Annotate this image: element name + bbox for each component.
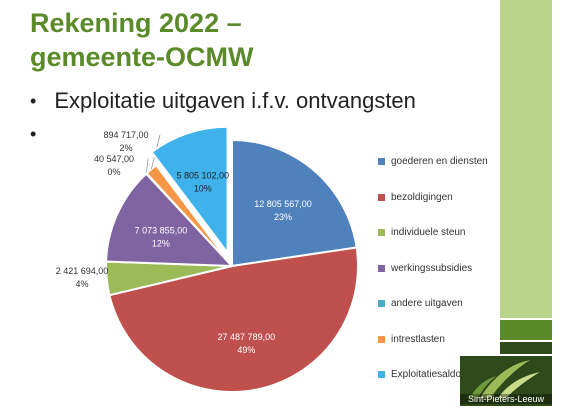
legend-label: bezoldigingen <box>391 191 453 203</box>
legend-label: individuele steun <box>391 227 466 239</box>
slice-percent-label: 23% <box>274 212 292 222</box>
sidebar-bar-mid <box>500 320 552 340</box>
pie-slice-goederen-en-diensten <box>231 138 358 268</box>
bullet-text: Exploitatie uitgaven i.f.v. ontvangsten <box>54 88 416 113</box>
slice-value-label: 2 421 694,00 <box>56 266 109 276</box>
slice-value-label: 12 805 567,00 <box>254 199 312 209</box>
legend-item: intrestlasten <box>378 322 498 358</box>
slice-percent-label: 0% <box>107 167 120 177</box>
slice-percent-label: 10% <box>194 184 212 194</box>
bullet-marker: • <box>30 124 37 144</box>
pie-slice-exploitatiesaldo <box>150 125 229 256</box>
legend-label: werkingssubsidies <box>391 262 473 274</box>
sidebar-bar-dark <box>500 342 552 354</box>
logo-text: Sint-Pieters-Leeuw <box>460 394 552 404</box>
slice-percent-label: 4% <box>75 279 88 289</box>
legend-label: andere uitgaven <box>391 298 463 310</box>
slice-value-label: 894 717,00 <box>103 130 148 140</box>
sidebar-decoration <box>500 0 552 410</box>
legend-swatch <box>378 193 385 201</box>
slice-value-label: 40 547,00 <box>94 154 134 164</box>
slice-value-label: 5 805 102,00 <box>177 171 230 181</box>
bullet-item: • Exploitatie uitgaven i.f.v. ontvangste… <box>30 88 416 114</box>
slice-value-label: 27 487 789,00 <box>218 332 276 342</box>
legend-swatch <box>378 264 385 272</box>
leader-line <box>145 158 149 174</box>
legend-item: werkingssubsidies <box>378 251 498 287</box>
legend-swatch <box>378 335 385 343</box>
bullet-item-empty: • <box>30 120 54 146</box>
legend-label: intrestlasten <box>391 333 445 345</box>
slice-percent-label: 49% <box>237 345 255 355</box>
legend-item: andere uitgaven <box>378 286 498 322</box>
legend-label: Exploitatiesaldo <box>391 369 462 381</box>
pie-chart: 12 805 567,00 23% 27 487 789,00 49% 2 421 69… <box>56 125 359 393</box>
bullet-marker: • <box>30 90 37 111</box>
slice-value-label: 7 073 855,00 <box>135 226 188 236</box>
legend-item: goederen en diensten <box>378 144 498 180</box>
slide-title: Rekening 2022 – gemeente-OCMW <box>30 8 254 72</box>
legend-label: goederen en diensten <box>391 156 488 168</box>
legend-swatch <box>378 300 385 308</box>
slice-percent-label: 2% <box>119 143 132 153</box>
pie-slice-intrestlasten <box>145 163 233 267</box>
sidebar-bar-light <box>500 0 552 318</box>
slice-percent-label: 12% <box>152 239 170 249</box>
legend-item: individuele steun <box>378 215 498 251</box>
pie-slice-werkingssubsidies <box>105 172 235 268</box>
legend-item: bezoldigingen <box>378 180 498 216</box>
legend-item: Exploitatiesaldo <box>378 357 498 393</box>
legend-swatch <box>378 158 385 166</box>
municipality-logo: Sint-Pieters-Leeuw <box>460 356 552 406</box>
chart-legend: goederen en diensten bezoldigingen individ… <box>378 144 498 393</box>
legend-swatch <box>378 371 385 379</box>
legend-swatch <box>378 229 385 237</box>
pie-slice-bezoldigingen <box>108 246 359 393</box>
grass-leaf-icon <box>470 360 540 398</box>
